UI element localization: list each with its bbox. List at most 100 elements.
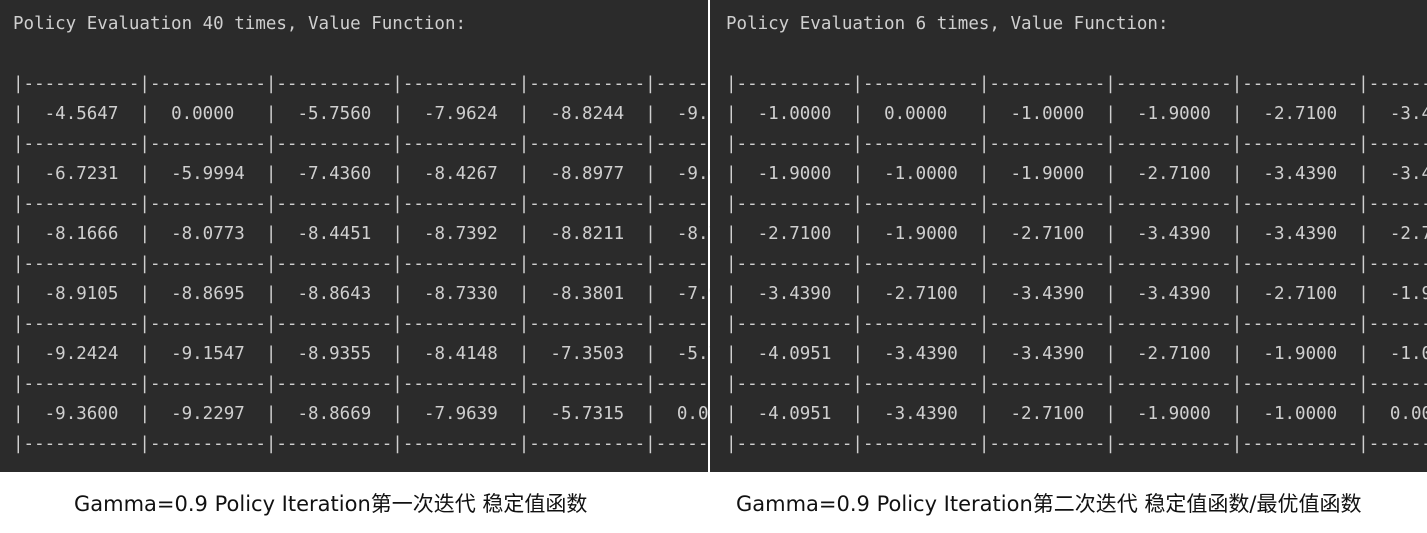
value-cell: -3.4390 — [863, 404, 979, 424]
table-separator: |-----------|-----------|-----------|---… — [726, 74, 1427, 94]
terminal-panel-right: Policy Evaluation 6 times, Value Functio… — [710, 0, 1427, 472]
value-cell: 0.0000 — [863, 104, 979, 124]
value-cell: -1.9000 — [1389, 284, 1427, 304]
value-cell: -3.4390 — [1242, 164, 1359, 184]
value-cell: -1.9000 — [863, 224, 979, 244]
value-cell: -1.0000 — [989, 104, 1106, 124]
table-row: | -8.1666 | -8.0773 | -8.4451 | -8.7392 … — [13, 224, 782, 244]
value-cell: -8.8695 — [150, 284, 266, 304]
value-cell: -1.9000 — [989, 164, 1106, 184]
value-cell: -8.3801 — [529, 284, 646, 304]
value-cell: -3.4390 — [1115, 224, 1232, 244]
value-cell: -5.7560 — [276, 104, 393, 124]
value-cell: -2.7100 — [736, 224, 853, 244]
value-cell: -3.4390 — [989, 344, 1106, 364]
value-cell: -3.4390 — [863, 344, 979, 364]
value-cell: -7.9639 — [402, 404, 519, 424]
table-row: | -4.5647 | 0.0000 | -5.7560 | -7.9624 |… — [13, 104, 782, 124]
table-row: | -4.0951 | -3.4390 | -2.7100 | -1.9000 … — [726, 404, 1427, 424]
value-cell: -1.0000 — [1242, 404, 1359, 424]
value-cell: -8.8669 — [276, 404, 393, 424]
value-cell: -4.0951 — [736, 344, 853, 364]
value-cell: -1.0000 — [736, 104, 853, 124]
value-cell: -8.9355 — [276, 344, 393, 364]
value-cell: -8.8977 — [529, 164, 646, 184]
value-cell: -7.9624 — [402, 104, 519, 124]
value-cell: -2.7100 — [1242, 104, 1359, 124]
value-function-output-right: Policy Evaluation 6 times, Value Functio… — [726, 9, 1427, 459]
value-cell: -2.7100 — [863, 284, 979, 304]
value-cell: -8.4267 — [402, 164, 519, 184]
terminal-panel-left: Policy Evaluation 40 times, Value Functi… — [0, 0, 782, 472]
caption-left: Gamma=0.9 Policy Iteration第一次迭代 稳定值函数 — [74, 492, 588, 516]
table-row: | -2.7100 | -1.9000 | -2.7100 | -3.4390 … — [726, 224, 1427, 244]
table-separator: |-----------|-----------|-----------|---… — [13, 194, 783, 214]
value-cell: -2.7100 — [1115, 164, 1232, 184]
table-row: | -1.0000 | 0.0000 | -1.0000 | -1.9000 |… — [726, 104, 1427, 124]
table-separator: |-----------|-----------|-----------|---… — [13, 254, 783, 274]
value-cell: -9.1547 — [150, 344, 266, 364]
value-cell: -3.4390 — [1115, 284, 1232, 304]
table-separator: |-----------|-----------|-----------|---… — [13, 74, 783, 94]
value-cell: -8.8643 — [276, 284, 393, 304]
value-cell: -3.4390 — [989, 284, 1106, 304]
value-cell: -9.2297 — [150, 404, 266, 424]
table-separator: |-----------|-----------|-----------|---… — [726, 314, 1427, 334]
value-cell: -2.7100 — [989, 404, 1106, 424]
caption-right: Gamma=0.9 Policy Iteration第二次迭代 稳定值函数/最优… — [736, 492, 1362, 516]
value-cell: 0.0000 — [1389, 404, 1427, 424]
value-cell: -5.9994 — [150, 164, 266, 184]
value-function-output-left: Policy Evaluation 40 times, Value Functi… — [13, 9, 782, 459]
table-separator: |-----------|-----------|-----------|---… — [726, 254, 1427, 274]
value-cell: -2.7100 — [1389, 224, 1427, 244]
value-cell: -3.4390 — [1242, 224, 1359, 244]
value-cell: -1.0000 — [1389, 344, 1427, 364]
value-cell: -3.4390 — [1389, 164, 1427, 184]
table-row: | -9.2424 | -9.1547 | -8.9355 | -8.4148 … — [13, 344, 782, 364]
value-cell: -2.7100 — [1115, 344, 1232, 364]
value-cell: -2.7100 — [1242, 284, 1359, 304]
value-cell: -1.9000 — [1242, 344, 1359, 364]
value-cell: -6.7231 — [23, 164, 140, 184]
value-cell: -8.9105 — [23, 284, 140, 304]
table-separator: |-----------|-----------|-----------|---… — [726, 434, 1427, 454]
value-cell: -8.8211 — [529, 224, 646, 244]
table-row: | -3.4390 | -2.7100 | -3.4390 | -3.4390 … — [726, 284, 1427, 304]
value-cell: -8.7330 — [402, 284, 519, 304]
table-separator: |-----------|-----------|-----------|---… — [13, 434, 783, 454]
table-row: | -8.9105 | -8.8695 | -8.8643 | -8.7330 … — [13, 284, 782, 304]
value-cell: -8.7392 — [402, 224, 519, 244]
table-separator: |-----------|-----------|-----------|---… — [726, 134, 1427, 154]
value-cell: -8.0773 — [150, 224, 266, 244]
value-cell: -9.3600 — [23, 404, 140, 424]
table-separator: |-----------|-----------|-----------|---… — [726, 194, 1427, 214]
output-header: Policy Evaluation 40 times, Value Functi… — [13, 14, 467, 34]
table-separator: |-----------|-----------|-----------|---… — [726, 374, 1427, 394]
table-row: | -6.7231 | -5.9994 | -7.4360 | -8.4267 … — [13, 164, 782, 184]
table-row: | -9.3600 | -9.2297 | -8.8669 | -7.9639 … — [13, 404, 782, 424]
value-cell: -7.4360 — [276, 164, 393, 184]
value-cell: -4.0951 — [736, 404, 853, 424]
value-cell: 0.0000 — [150, 104, 266, 124]
table-separator: |-----------|-----------|-----------|---… — [13, 314, 783, 334]
value-cell: -9.2424 — [23, 344, 140, 364]
table-row: | -4.0951 | -3.4390 | -3.4390 | -2.7100 … — [726, 344, 1427, 364]
value-cell: -3.4390 — [1389, 104, 1427, 124]
value-cell: -8.8244 — [529, 104, 646, 124]
value-cell: -4.5647 — [23, 104, 140, 124]
output-header: Policy Evaluation 6 times, Value Functio… — [726, 14, 1169, 34]
value-cell: -1.9000 — [736, 164, 853, 184]
table-row: | -1.9000 | -1.0000 | -1.9000 | -2.7100 … — [726, 164, 1427, 184]
value-cell: -1.9000 — [1115, 404, 1232, 424]
value-cell: -3.4390 — [736, 284, 853, 304]
value-cell: -7.3503 — [529, 344, 646, 364]
value-cell: -8.4451 — [276, 224, 393, 244]
value-cell: -5.7315 — [529, 404, 646, 424]
value-cell: -1.9000 — [1115, 104, 1232, 124]
table-separator: |-----------|-----------|-----------|---… — [13, 374, 783, 394]
table-separator: |-----------|-----------|-----------|---… — [13, 134, 783, 154]
value-cell: -8.1666 — [23, 224, 140, 244]
value-cell: -1.0000 — [863, 164, 979, 184]
value-cell: -8.4148 — [402, 344, 519, 364]
value-cell: -2.7100 — [989, 224, 1106, 244]
